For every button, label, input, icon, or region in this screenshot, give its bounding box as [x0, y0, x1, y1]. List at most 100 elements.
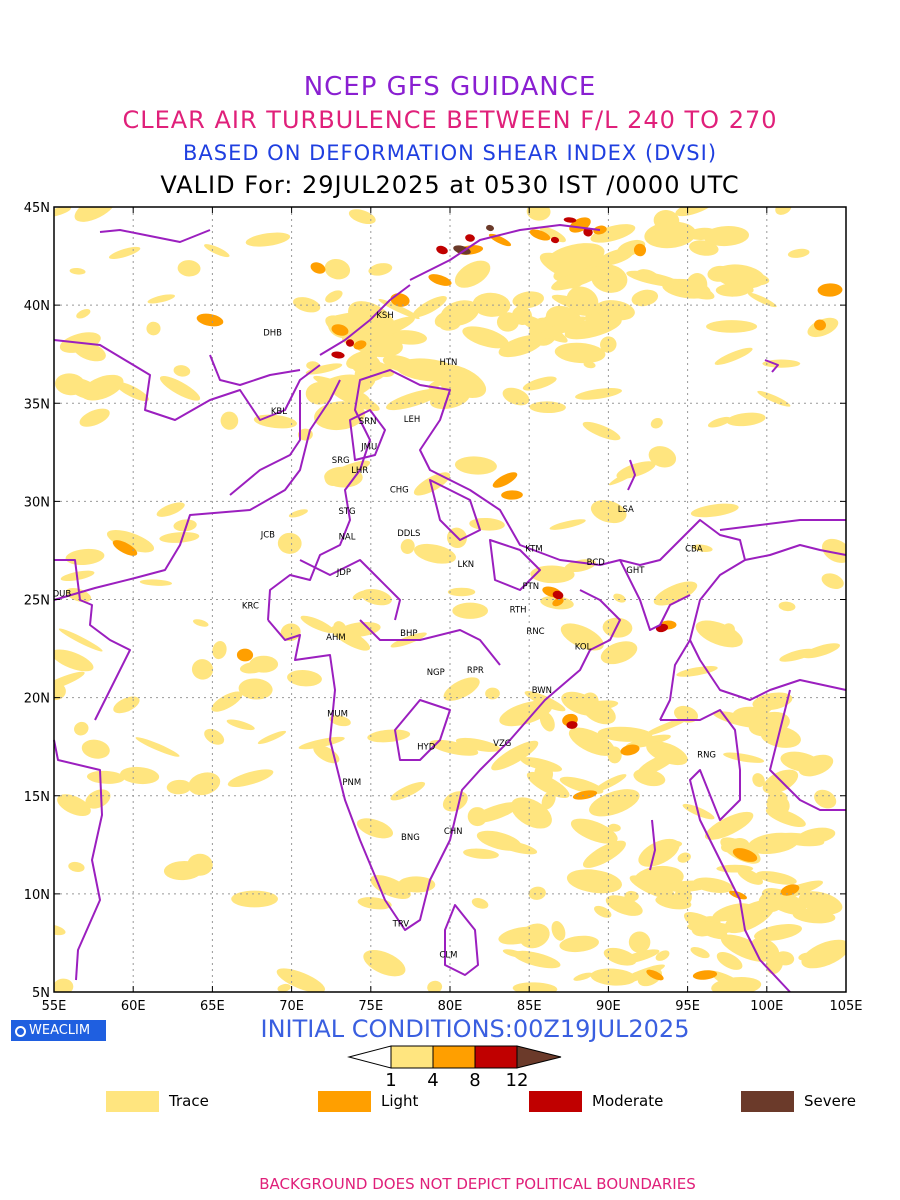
trace-patch	[276, 968, 326, 992]
trace-patch	[356, 818, 394, 839]
trace-patch	[754, 924, 802, 941]
trace-patch	[554, 342, 606, 364]
light-patch	[692, 970, 718, 980]
trace-patch	[330, 387, 380, 412]
station-lkn: LKN	[458, 560, 475, 570]
border-line	[394, 699, 451, 761]
station-rnc: RNC	[526, 627, 544, 637]
trace-patch	[156, 502, 185, 517]
trace-patch	[455, 737, 501, 752]
trace-patch	[369, 316, 415, 339]
trace-patch	[692, 544, 713, 552]
trace-patch	[821, 573, 844, 590]
station-jdp: JDP	[336, 568, 351, 578]
trace-patch	[512, 291, 544, 309]
trace-patch	[454, 260, 491, 288]
trace-patch	[605, 895, 643, 916]
trace-patch	[512, 982, 558, 992]
trace-patch	[79, 408, 110, 427]
moderate-patch	[552, 590, 564, 600]
trace-patch	[608, 823, 621, 832]
trace-patch	[544, 243, 605, 272]
station-bcd: BCD	[587, 558, 606, 568]
weaclim-logo: WEACLIM	[11, 1020, 106, 1041]
trace-patch	[646, 741, 688, 766]
station-ktm: KTM	[525, 544, 542, 554]
station-jmu: JMU	[360, 442, 377, 452]
trace-patch	[57, 794, 91, 817]
trace-patch	[551, 266, 606, 291]
trace-patch	[625, 734, 671, 749]
trace-patch	[526, 207, 551, 221]
border-line	[349, 409, 386, 461]
station-hyd: HYD	[417, 743, 436, 753]
light-patch	[501, 490, 523, 500]
trace-patch	[159, 532, 200, 543]
trace-patch	[226, 719, 255, 731]
trace-patch	[472, 292, 511, 317]
trace-patch	[469, 517, 505, 531]
trace-patch	[173, 365, 191, 377]
trace-patch	[775, 207, 792, 215]
trace-patch	[520, 757, 563, 772]
color-scale-bar: 1 4 8 12	[347, 1045, 562, 1091]
trace-patch	[551, 294, 601, 314]
y-tick-label: 5N	[32, 986, 50, 1001]
station-lsa: LSA	[618, 505, 634, 515]
trace-patch	[570, 818, 618, 844]
trace-patch	[173, 519, 197, 532]
trace-patch	[522, 376, 557, 391]
trace-patch	[714, 347, 753, 365]
station-htn: HTN	[439, 358, 457, 368]
trace-patch	[798, 891, 843, 915]
trace-patch	[188, 772, 221, 796]
trace-patch	[113, 696, 140, 714]
x-tick-label: 105E	[829, 999, 862, 1014]
trace-patch	[68, 378, 100, 400]
station-dub: DUB	[53, 590, 72, 600]
trace-patch	[159, 376, 201, 401]
trace-patch	[249, 655, 279, 673]
trace-patch	[529, 401, 566, 414]
moderate-patch	[436, 245, 448, 255]
trace-patch	[710, 970, 755, 992]
x-tick-label: 95E	[675, 999, 700, 1014]
light-patch	[492, 472, 518, 488]
turbulence-shading	[54, 207, 846, 992]
trace-patch	[114, 381, 149, 402]
trace-patch	[766, 793, 790, 816]
disclaimer-text: BACKGROUND DOES NOT DEPICT POLITICAL BOU…	[259, 1175, 696, 1193]
station-rpr: RPR	[467, 666, 484, 676]
trace-patch	[536, 316, 587, 340]
trace-patch	[747, 832, 800, 855]
trace-patch	[559, 776, 604, 794]
station-leh: LEH	[404, 415, 421, 425]
border-line	[739, 899, 791, 993]
trace-patch	[747, 292, 777, 308]
trace-patch	[313, 744, 340, 764]
border-line	[489, 539, 541, 591]
trace-patch	[752, 773, 765, 788]
trace-patch	[298, 736, 345, 750]
station-chn: CHN	[444, 827, 463, 837]
trace-patch	[502, 387, 530, 406]
trace-patch	[686, 272, 708, 298]
border-line	[54, 559, 131, 721]
trace-patch	[348, 209, 376, 225]
trace-patch	[277, 983, 291, 992]
trace-patch	[650, 417, 663, 429]
trace-patch	[346, 350, 378, 370]
trace-patch	[443, 677, 480, 701]
trace-patch	[496, 840, 538, 855]
border-line	[619, 559, 691, 631]
trace-patch	[238, 678, 273, 700]
trace-patch	[801, 939, 846, 969]
x-tick-label: 60E	[121, 999, 146, 1014]
station-srg: SRG	[332, 456, 350, 466]
station-vzg: VZG	[493, 739, 511, 749]
trace-patch	[530, 565, 575, 584]
station-chg: CHG	[390, 486, 409, 496]
trace-patch	[378, 299, 420, 319]
light-patch	[780, 884, 800, 896]
trace-patch	[454, 456, 497, 475]
